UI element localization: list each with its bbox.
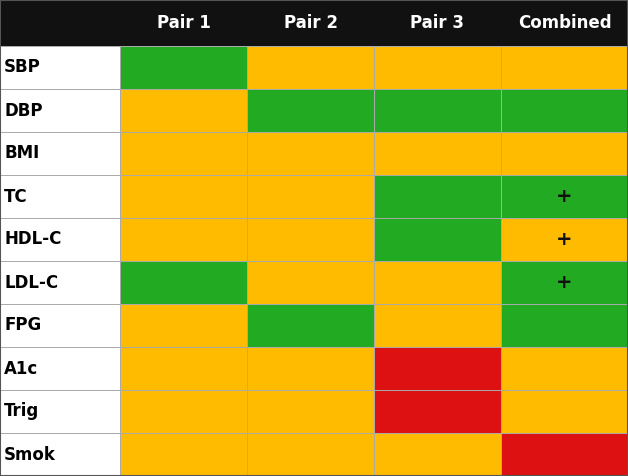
Bar: [0, 175, 120, 218]
Text: A1c: A1c: [4, 359, 38, 377]
Text: Trig: Trig: [4, 403, 39, 420]
Bar: [374, 218, 501, 261]
Bar: [501, 46, 628, 89]
Bar: [247, 218, 374, 261]
Text: Pair 2: Pair 2: [283, 14, 337, 32]
Bar: [374, 89, 501, 132]
Bar: [501, 347, 628, 390]
Bar: [120, 175, 247, 218]
Bar: [501, 390, 628, 433]
Bar: [0, 390, 120, 433]
Bar: [374, 433, 501, 476]
Text: Pair 1: Pair 1: [156, 14, 210, 32]
Text: +: +: [556, 273, 573, 292]
Text: DBP: DBP: [4, 101, 43, 119]
Bar: [247, 46, 374, 89]
Bar: [247, 433, 374, 476]
Bar: [501, 132, 628, 175]
Bar: [501, 304, 628, 347]
Bar: [374, 390, 501, 433]
Bar: [374, 347, 501, 390]
Bar: [0, 261, 120, 304]
Text: +: +: [556, 230, 573, 249]
Bar: [0, 0, 628, 46]
Bar: [120, 390, 247, 433]
Text: Combined: Combined: [517, 14, 611, 32]
Bar: [374, 175, 501, 218]
Bar: [120, 89, 247, 132]
Text: BMI: BMI: [4, 145, 39, 162]
Text: SBP: SBP: [4, 59, 41, 77]
Text: Pair 3: Pair 3: [411, 14, 465, 32]
Bar: [0, 304, 120, 347]
Text: FPG: FPG: [4, 317, 41, 335]
Text: Smok: Smok: [4, 446, 56, 464]
Bar: [0, 46, 120, 89]
Bar: [0, 132, 120, 175]
Text: TC: TC: [4, 188, 28, 206]
Bar: [501, 175, 628, 218]
Text: +: +: [556, 187, 573, 206]
Bar: [501, 433, 628, 476]
Bar: [374, 46, 501, 89]
Bar: [374, 261, 501, 304]
Bar: [247, 89, 374, 132]
Bar: [120, 347, 247, 390]
Bar: [247, 304, 374, 347]
Bar: [0, 89, 120, 132]
Bar: [247, 261, 374, 304]
Bar: [374, 132, 501, 175]
Bar: [501, 89, 628, 132]
Bar: [0, 347, 120, 390]
Bar: [120, 304, 247, 347]
Text: LDL-C: LDL-C: [4, 274, 58, 291]
Text: HDL-C: HDL-C: [4, 230, 62, 248]
Bar: [247, 132, 374, 175]
Bar: [247, 347, 374, 390]
Bar: [501, 218, 628, 261]
Bar: [120, 261, 247, 304]
Bar: [120, 132, 247, 175]
Bar: [247, 175, 374, 218]
Bar: [0, 433, 120, 476]
Bar: [247, 390, 374, 433]
Bar: [0, 218, 120, 261]
Bar: [501, 261, 628, 304]
Bar: [120, 218, 247, 261]
Bar: [120, 46, 247, 89]
Bar: [120, 433, 247, 476]
Bar: [374, 304, 501, 347]
